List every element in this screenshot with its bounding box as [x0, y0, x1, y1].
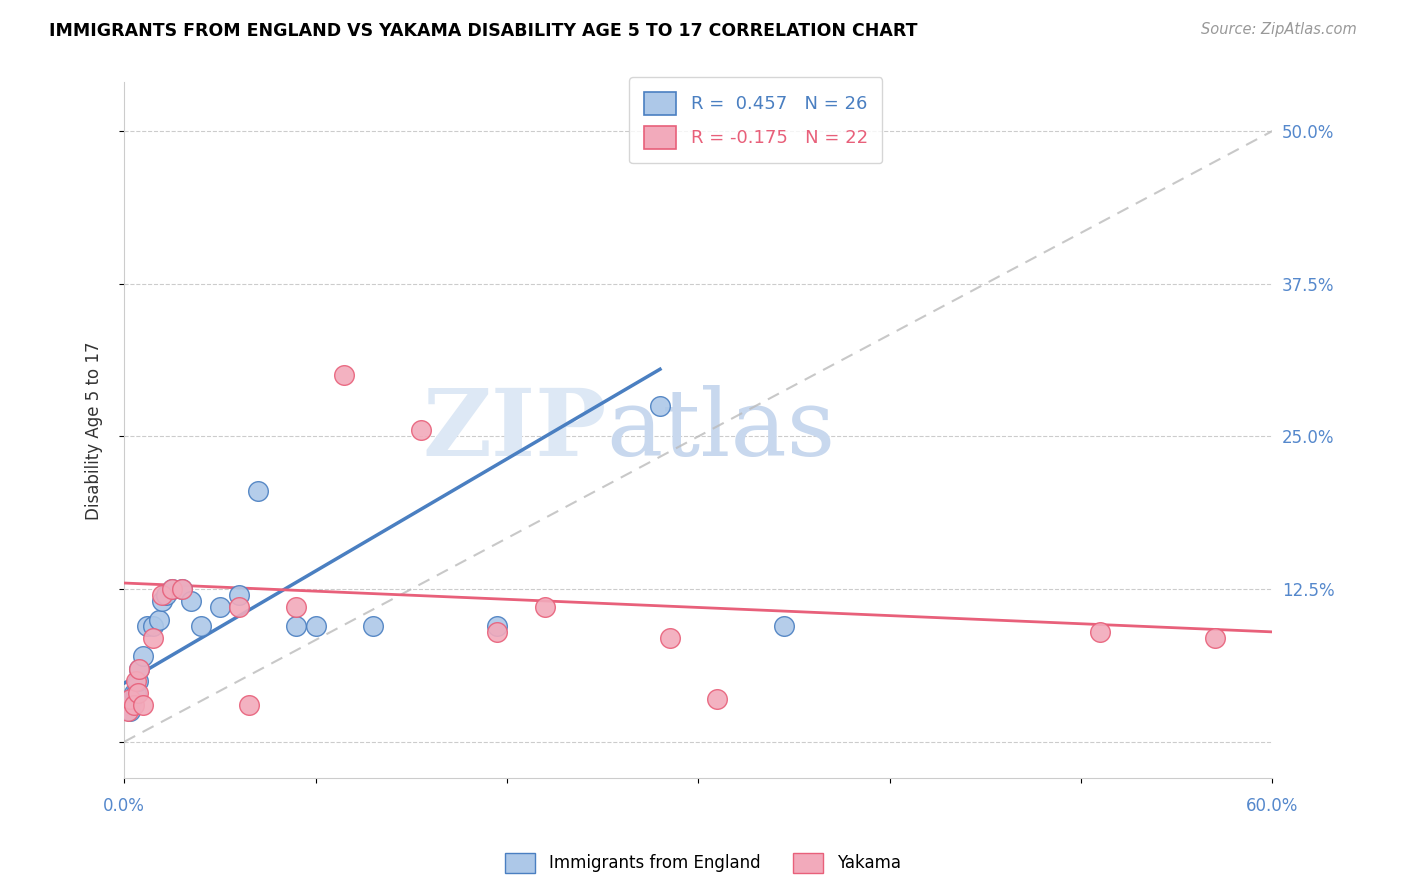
- Text: atlas: atlas: [606, 385, 835, 475]
- Point: [285, 619, 308, 633]
- Point: [124, 673, 146, 688]
- Point: [142, 631, 165, 645]
- Point: [142, 619, 165, 633]
- Point: [658, 631, 681, 645]
- Point: [773, 619, 796, 633]
- Point: [136, 619, 159, 633]
- Point: [152, 588, 174, 602]
- Point: [121, 692, 143, 706]
- Legend: R =  0.457   N = 26, R = -0.175   N = 22: R = 0.457 N = 26, R = -0.175 N = 22: [630, 78, 882, 163]
- Point: [117, 704, 139, 718]
- Point: [170, 582, 193, 596]
- Point: [132, 698, 155, 713]
- Point: [160, 582, 183, 596]
- Text: Source: ZipAtlas.com: Source: ZipAtlas.com: [1201, 22, 1357, 37]
- Point: [361, 619, 384, 633]
- Text: 0.0%: 0.0%: [103, 797, 145, 814]
- Point: [122, 686, 145, 700]
- Point: [160, 582, 183, 596]
- Point: [333, 368, 356, 383]
- Point: [247, 484, 270, 499]
- Point: [124, 686, 146, 700]
- Point: [128, 661, 150, 675]
- Point: [127, 686, 149, 700]
- Point: [1204, 631, 1226, 645]
- Point: [486, 619, 509, 633]
- Point: [304, 619, 326, 633]
- Y-axis label: Disability Age 5 to 17: Disability Age 5 to 17: [86, 341, 103, 519]
- Point: [238, 698, 260, 713]
- Point: [132, 649, 155, 664]
- Point: [180, 594, 202, 608]
- Point: [1088, 624, 1111, 639]
- Point: [190, 619, 212, 633]
- Point: [117, 698, 139, 713]
- Text: IMMIGRANTS FROM ENGLAND VS YAKAMA DISABILITY AGE 5 TO 17 CORRELATION CHART: IMMIGRANTS FROM ENGLAND VS YAKAMA DISABI…: [49, 22, 918, 40]
- Legend: Immigrants from England, Yakama: Immigrants from England, Yakama: [499, 847, 907, 880]
- Point: [152, 594, 174, 608]
- Point: [170, 582, 193, 596]
- Point: [118, 692, 141, 706]
- Point: [118, 704, 141, 718]
- Point: [534, 600, 557, 615]
- Text: 60.0%: 60.0%: [1246, 797, 1299, 814]
- Point: [409, 423, 432, 437]
- Text: ZIP: ZIP: [422, 385, 606, 475]
- Point: [486, 624, 509, 639]
- Point: [706, 692, 728, 706]
- Point: [228, 600, 250, 615]
- Point: [148, 613, 170, 627]
- Point: [127, 673, 149, 688]
- Point: [122, 698, 145, 713]
- Point: [228, 588, 250, 602]
- Point: [285, 600, 308, 615]
- Point: [128, 661, 150, 675]
- Point: [648, 399, 671, 413]
- Point: [155, 588, 177, 602]
- Point: [208, 600, 231, 615]
